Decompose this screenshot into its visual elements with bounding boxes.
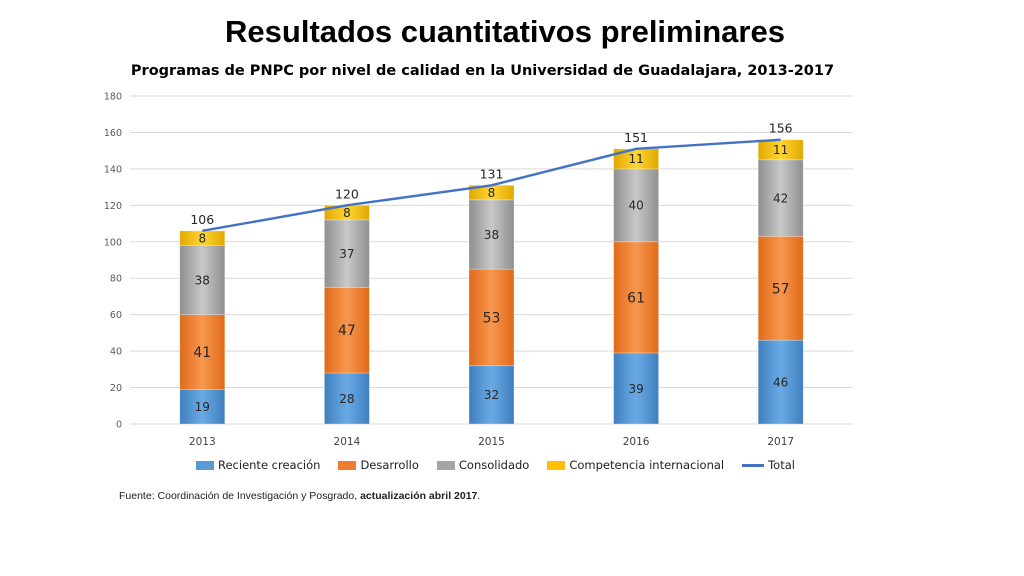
total-line-series: 106 120 131 151 156 [190, 121, 793, 233]
bar-segment-reciente [757, 339, 804, 425]
bar-segment-consolidado [613, 168, 659, 243]
data-label-reciente: 28 [339, 392, 354, 406]
total-data-label: 131 [480, 166, 504, 181]
x-tick-label: 2016 [623, 436, 650, 448]
source-text: Fuente: Coordinación de Investigación y … [119, 490, 358, 502]
legend-item-consolidado: Consolidado [436, 458, 530, 472]
x-tick-label: 2013 [189, 436, 216, 448]
legend-item-reciente: Reciente creación [196, 458, 320, 472]
legend-label-consolidado: Consolidado [458, 458, 530, 472]
data-label-consolidado: 38 [484, 228, 499, 242]
bar-segment-consolidado [757, 159, 804, 237]
legend-item-total: Total [742, 458, 795, 472]
slide-title: Resultados cuantitativos preliminares [225, 14, 785, 49]
legend: Reciente creación Desarrollo Consolidado… [196, 458, 813, 472]
data-label-desarrollo: 61 [627, 290, 645, 306]
legend-swatch-reciente [196, 460, 214, 470]
source-note: Fuente: Coordinación de Investigación y … [119, 490, 480, 502]
data-label-desarrollo: 57 [772, 281, 790, 297]
legend-swatch-desarrollo [338, 460, 357, 470]
bar-segment-consolidado [323, 219, 370, 288]
data-label-desarrollo: 47 [338, 323, 356, 339]
data-label-reciente: 39 [628, 382, 643, 396]
total-data-label: 151 [624, 130, 648, 145]
legend-item-competencia: Competencia internacional [547, 458, 724, 472]
data-label-competencia: 8 [343, 206, 351, 220]
legend-item-desarrollo: Desarrollo [338, 458, 419, 472]
y-tick-label: 20 [110, 383, 122, 394]
total-data-label: 156 [769, 121, 793, 136]
legend-label-total: Total [768, 458, 795, 472]
x-axis-ticks: 2013 2014 2015 2016 2017 [189, 436, 794, 448]
bar-segment-desarrollo [757, 235, 804, 341]
data-label-competencia: 8 [488, 186, 496, 200]
x-tick-label: 2015 [478, 436, 505, 448]
bar-segment-reciente [468, 365, 515, 425]
y-tick-label: 80 [110, 274, 122, 285]
source-update: actualización abril 2017 [360, 490, 478, 502]
data-label-consolidado: 37 [339, 247, 354, 261]
y-tick-label: 40 [110, 347, 122, 358]
y-tick-label: 180 [104, 92, 122, 103]
data-label-reciente: 46 [773, 375, 788, 389]
legend-label-desarrollo: Desarrollo [360, 458, 419, 472]
y-tick-label: 160 [104, 128, 122, 139]
x-tick-label: 2017 [767, 436, 794, 448]
x-tick-label: 2014 [334, 436, 361, 448]
data-label-consolidado: 38 [195, 273, 210, 287]
data-label-desarrollo: 53 [483, 310, 501, 326]
y-axis-ticks: 0 20 40 60 80 100 120 140 160 180 [104, 92, 122, 431]
y-tick-label: 0 [116, 420, 122, 431]
data-label-consolidado: 42 [773, 191, 788, 205]
data-label-competencia: 11 [628, 152, 643, 166]
y-tick-label: 120 [104, 201, 122, 212]
legend-line-total [742, 463, 765, 467]
bar-segment-desarrollo [179, 314, 226, 390]
bars: 19 41 38 8 28 47 37 8 32 53 38 8 39 61 40 11 46 57 42 11 [179, 139, 804, 425]
data-label-desarrollo: 41 [193, 345, 211, 361]
chart-title: Programas de PNPC por nivel de calidad e… [130, 63, 835, 79]
data-label-consolidado: 40 [628, 199, 643, 213]
data-label-competencia: 8 [198, 231, 206, 245]
data-label-reciente: 19 [195, 400, 210, 414]
bar-segment-desarrollo [323, 286, 370, 374]
total-data-label: 106 [190, 212, 214, 227]
y-tick-label: 140 [104, 164, 122, 175]
data-label-competencia: 11 [773, 143, 788, 157]
source-end: . [477, 490, 481, 502]
legend-swatch-consolidado [436, 460, 455, 470]
data-label-reciente: 32 [484, 388, 499, 402]
legend-swatch-competencia [547, 460, 566, 470]
bar-segment-reciente [323, 372, 370, 425]
bar-segment-reciente [613, 352, 659, 425]
bar-segment-consolidado [468, 199, 515, 270]
bar-segment-desarrollo [468, 268, 515, 367]
total-data-label: 120 [335, 186, 359, 201]
y-tick-label: 60 [110, 310, 122, 321]
legend-label-competencia: Competencia internacional [569, 458, 725, 472]
legend-label-reciente: Reciente creación [218, 458, 321, 472]
bar-segment-consolidado [179, 245, 226, 316]
y-tick-label: 100 [104, 237, 122, 248]
